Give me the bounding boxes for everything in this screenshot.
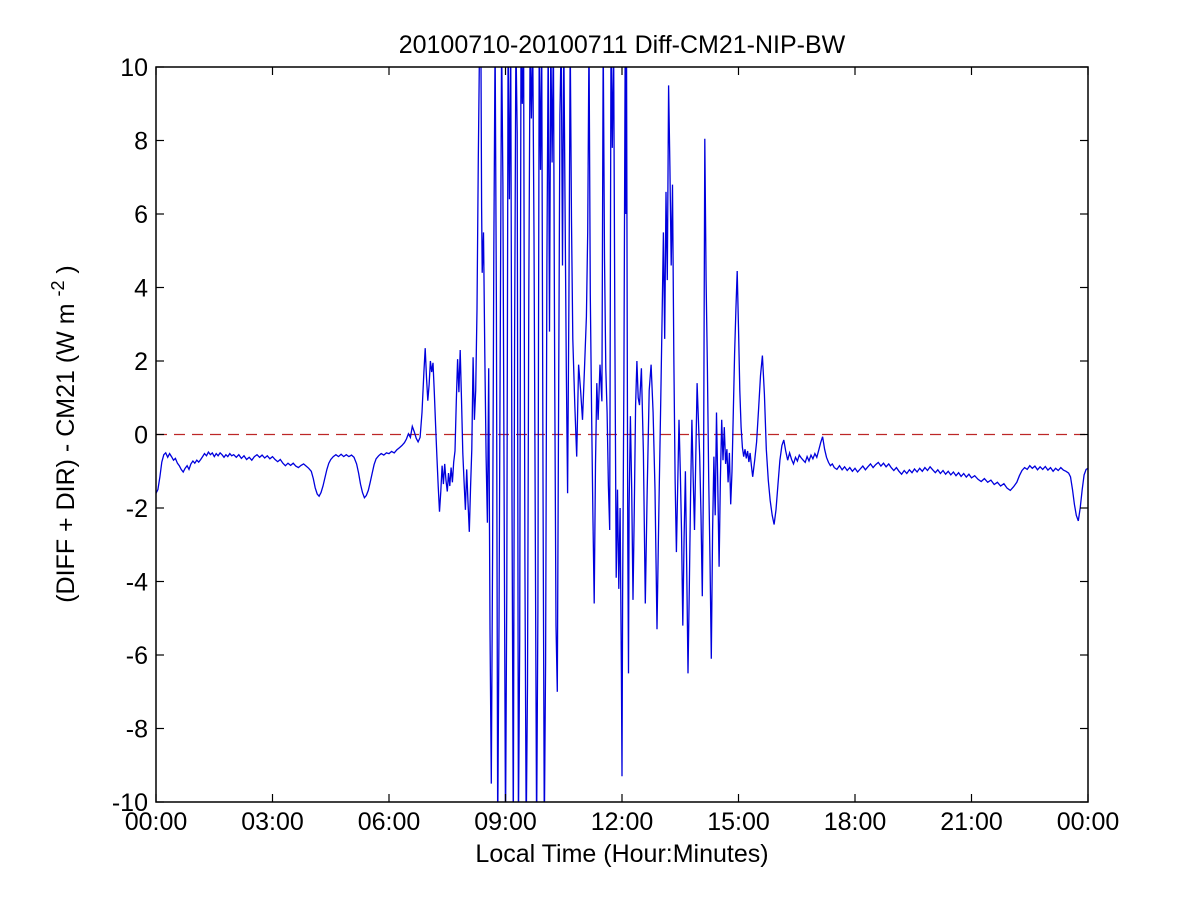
y-axis-label: (DIFF + DIR) - CM21 (W m -2 ) [42, 265, 80, 603]
y-tick-label: 6 [134, 201, 148, 229]
y-tick-label: -4 [126, 569, 148, 597]
tick-layer: 00:00 03:00 06:00 09:00 12:00 15:00 18:00 21:00… [112, 54, 1119, 836]
x-tick-label: 00:00 [125, 808, 188, 836]
y-axis-label-superscript: -2 [48, 281, 68, 297]
y-axis-label-main: (DIFF + DIR) - CM21 (W m [52, 303, 80, 602]
y-tick-label: -8 [126, 716, 148, 744]
y-tick-label: -10 [112, 789, 148, 817]
x-tick-label: 06:00 [358, 808, 421, 836]
x-axis-label: Local Time (Hour:Minutes) [475, 840, 768, 868]
x-tick-label: 18:00 [824, 808, 887, 836]
x-tick-label: 12:00 [591, 808, 654, 836]
x-tick-label: 15:00 [707, 808, 770, 836]
x-tick-label: 03:00 [241, 808, 304, 836]
x-tick-label: 09:00 [474, 808, 537, 836]
y-tick-label: -6 [126, 642, 148, 670]
axes-frame [155, 66, 1089, 803]
y-tick-label: 0 [134, 422, 148, 450]
chart-title: 20100710-20100711 Diff-CM21-NIP-BW [399, 31, 846, 59]
y-tick-label: -2 [126, 495, 148, 523]
y-tick-label: 8 [134, 128, 148, 156]
y-axis-label-close: ) [52, 265, 80, 273]
y-tick-label: 4 [134, 275, 148, 303]
x-tick-label: 00:00 [1057, 808, 1120, 836]
data-series-line [156, 67, 1088, 802]
y-tick-label: 2 [134, 348, 148, 376]
data-series-layer [156, 67, 1088, 802]
y-tick-label: 10 [120, 54, 148, 82]
x-tick-label: 21:00 [940, 808, 1003, 836]
